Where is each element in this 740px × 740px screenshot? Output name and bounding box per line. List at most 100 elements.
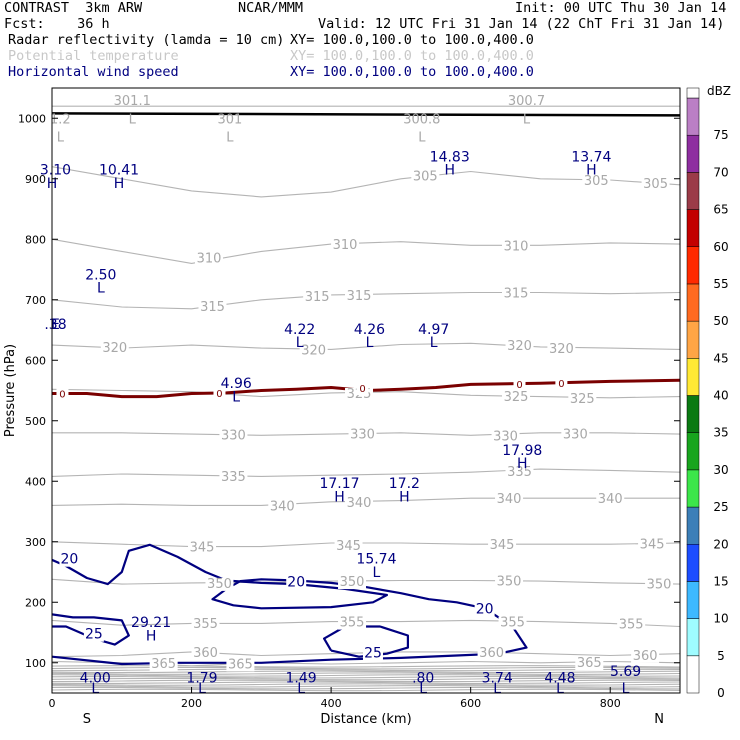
theta-label-bg [638,538,667,552]
wind-extremum: 13.74 [571,149,611,165]
theta-label: 305 [413,170,438,185]
theta-contour-335 [52,468,680,477]
theta-label-bg [334,539,363,553]
theta-label-bg [502,287,531,301]
colorbar-label: 50 [713,314,728,328]
theta-label: 320 [102,341,127,356]
theta-label-bg [495,575,524,589]
colorbar-label: 55 [713,277,728,291]
field1-xy: XY= 100.0,100.0 to 100.0,400.0 [290,32,534,48]
theta-label: 340 [598,492,623,507]
theta-label: 345 [640,538,665,553]
theta-extremum: L [57,130,65,145]
theta-label: 315 [200,300,225,315]
theta-label: 360 [633,649,658,664]
wind-zero-label: 0 [558,379,564,390]
wind-contour-label: 20 [287,575,305,591]
theta-label-bg [303,291,332,305]
theta-extremum: 1.2 [50,112,71,127]
theta-label-bg [100,341,129,355]
colorbar-swatch [686,581,700,619]
theta-label: 305 [643,177,668,192]
field2-xy: XY= 100.0,100.0 to 100.0,400.0 [290,48,534,64]
wind-extremum: H [399,489,410,505]
wind-extremum: 1.79 [186,670,217,686]
colorbar-label: 65 [713,203,728,217]
theta-label-bg [348,428,377,442]
wind-extremum: L [556,681,564,697]
wind-extremum: .80 [412,670,434,686]
theta-label-bg [488,539,517,553]
theta-extremum: 300.7 [508,94,545,109]
x-tick-label: 800 [600,697,621,710]
theta-label-bg [505,465,534,479]
wind-zero-label-bg [213,386,226,400]
wind-extremum: 10.41 [99,163,139,179]
theta-label: 320 [507,339,532,354]
wind-zero-contour [52,378,680,399]
model-title: CONTRAST 3km ARW [4,0,143,16]
wind-extremum: L [297,681,305,697]
colorbar-label: 25 [713,500,728,514]
wind-extremum: 4.97 [418,322,449,338]
colorbar-label: 75 [713,128,728,142]
theta-label: 340 [347,496,372,511]
wind-contour-25 [52,613,130,646]
wind-zero-label: 0 [59,390,65,401]
theta-label: 305 [584,174,609,189]
theta-label-bg [411,170,440,184]
wind-extremum: 15.74 [356,552,396,568]
colorbar-label: 40 [713,389,728,403]
theta-label: 325 [504,390,529,405]
end-label-right: N [654,712,664,727]
colorbar-swatch [686,246,700,285]
theta-label-bg [198,300,227,314]
theta-label-bg [631,649,660,663]
theta-label-bg [547,343,576,357]
field2-name: Potential temperature [8,48,179,64]
wind-extremum: H [517,456,528,472]
theta-label-bg [331,239,360,253]
x-tick-label: 400 [321,697,342,710]
wind-zero-label-bg [356,382,369,396]
theta-label: 330 [221,429,246,444]
theta-label: 355 [500,616,525,631]
theta-label: 335 [221,470,246,485]
theta-label: 340 [497,492,522,507]
colorbar-unit: dBZ [707,84,731,98]
theta-label-bg [205,577,234,591]
wind-extremum: .38 [44,317,66,333]
wind-extremum: L [373,565,381,581]
theta-label: 350 [207,577,232,592]
theta-strat-line [52,670,680,674]
theta-label: 345 [336,539,361,554]
theta-strat-line [52,677,680,681]
theta-label: 315 [305,290,330,305]
init-time: Init: 00 UTC Thu 30 Jan 14 [515,0,727,16]
colorbar-label: 30 [713,463,728,477]
theta-extremum: L [226,130,234,145]
theta-label: 360 [193,646,218,661]
wind-contour-label: 20 [476,601,494,617]
theta-label: 365 [577,656,602,671]
theta-extremum: 301 [218,112,243,127]
colorbar-swatch [686,97,700,136]
colorbar-swatch [686,283,700,322]
colorbar-swatch [686,506,700,545]
theta-strat-line [52,683,680,686]
theta-label: 350 [647,577,672,592]
x-axis-label: Distance (km) [320,712,411,727]
wind-extremum: 14.83 [430,149,470,165]
end-label-left: S [83,712,91,727]
theta-label-bg [575,657,604,671]
colorbar-swatch [686,655,700,694]
y-tick-label: 1000 [18,112,46,125]
wind-extremum: H [586,163,597,179]
theta-strat-line [52,675,680,679]
theta-label: 360 [479,646,504,661]
theta-label: 350 [497,574,522,589]
wind-contour-label-bg [59,553,80,567]
theta-strat-line [52,672,680,675]
wind-extremum: E [51,317,60,333]
